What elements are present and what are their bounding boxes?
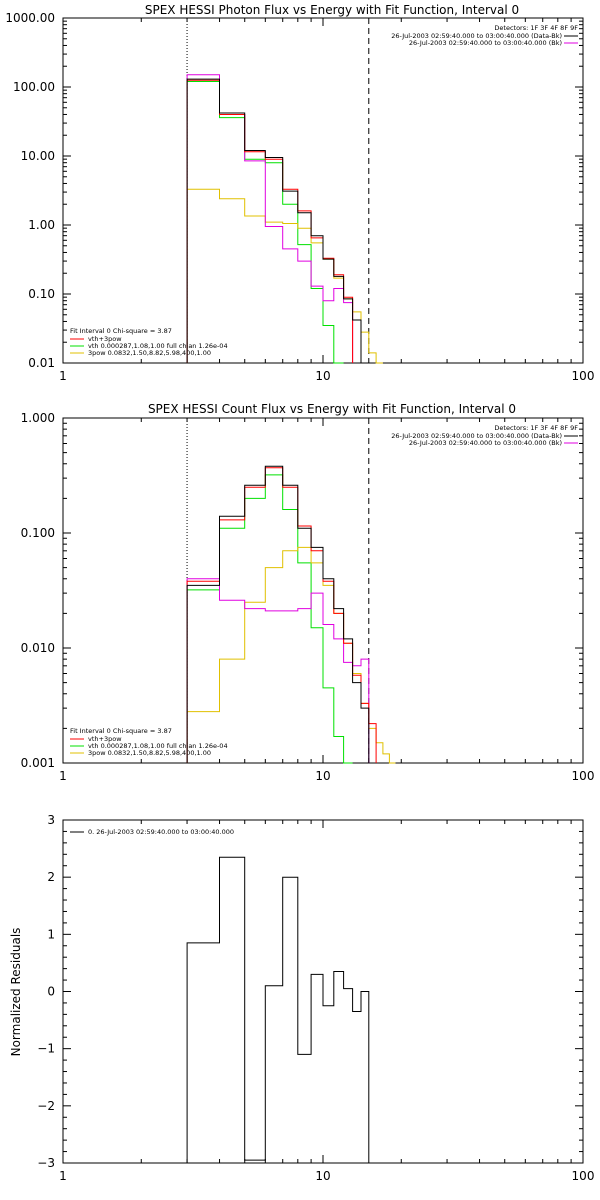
count-legend-pow: 3pow 0.0832,1.50,8.82,5.98,400,1.00 (88, 749, 211, 757)
photon-flux-panel: SPEX HESSI Photon Flux vs Energy with Fi… (5, 3, 594, 383)
residuals-y-tick-label: −1 (37, 1042, 55, 1056)
count-plot-frame (62, 417, 584, 764)
photon-series-vth (186, 81, 344, 364)
photon-series-3pow (186, 188, 383, 364)
count-legend-detectors: Detectors: 1F 3F 4F 8F 9F (494, 424, 578, 432)
residuals-y-tick-label: 0 (47, 985, 55, 999)
count-series-model (186, 467, 377, 763)
photon-y-tick-label: 0.10 (28, 287, 55, 301)
photon-legend-bk: 26-Jul-2003 02:59:40.000 to 03:00:40.000… (409, 39, 562, 47)
photon-legend-vth: vth 0.000287,1.08,1.00 full chian 1.26e-… (88, 342, 228, 350)
residuals-y-tick-label: −3 (37, 1156, 55, 1170)
count-chart-title: SPEX HESSI Count Flux vs Energy with Fit… (148, 402, 516, 416)
residuals-y-tick-label: 1 (47, 927, 55, 941)
photon-chart-title: SPEX HESSI Photon Flux vs Energy with Fi… (145, 3, 519, 17)
photon-y-tick-label: 100.00 (13, 80, 55, 94)
photon-legend-pow: 3pow 0.0832,1.50,8.82,5.98,400,1.00 (88, 349, 211, 357)
count-y-tick-label: 1.000 (21, 411, 55, 425)
count-legend-vth: vth 0.000287,1.08,1.00 full chian 1.26e-… (88, 742, 228, 750)
count-series-vth (186, 474, 353, 764)
residuals-x-tick-label: 10 (315, 1169, 330, 1183)
count-legend-bk: 26-Jul-2003 02:59:40.000 to 03:00:40.000… (409, 439, 562, 447)
photon-x-tick-label: 1 (59, 369, 67, 383)
photon-legend-model: vth+3pow (88, 335, 122, 343)
residuals-y-tick-label: 3 (47, 813, 55, 827)
photon-legend-detectors: Detectors: 1F 3F 4F 8F 9F (494, 24, 578, 32)
residuals-x-tick-label: 100 (572, 1169, 595, 1183)
photon-y-tick-label: 1.00 (28, 218, 55, 232)
residuals-panel: Normalized Residuals 0. 26-Jul-2003 02:5… (9, 813, 594, 1183)
count-series-3pow (186, 546, 396, 764)
residuals-y-tick-label: 2 (47, 870, 55, 884)
photon-x-tick-label: 10 (315, 369, 330, 383)
photon-series-bk (186, 74, 354, 363)
count-flux-panel: SPEX HESSI Count Flux vs Energy with Fit… (21, 402, 595, 783)
count-y-tick-label: 0.010 (21, 641, 55, 655)
residuals-series (186, 856, 370, 1163)
residuals-y-axis-label: Normalized Residuals (9, 928, 23, 1057)
count-legend-databk: 26-Jul-2003 02:59:40.000 to 03:00:40.000… (391, 432, 562, 440)
count-legend-fit: Fit Interval 0 Chi-square = 3.87 (70, 727, 172, 735)
photon-y-tick-label: 1000.00 (5, 11, 55, 25)
count-x-tick-label: 10 (315, 769, 330, 783)
count-x-tick-label: 100 (572, 769, 595, 783)
residuals-legend: 0. 26-Jul-2003 02:59:40.000 to 03:00:40.… (88, 828, 234, 836)
photon-legend-fit: Fit Interval 0 Chi-square = 3.87 (70, 327, 172, 335)
count-y-tick-label: 0.100 (21, 526, 55, 540)
count-series-data-bk (186, 465, 370, 763)
photon-legend-databk: 26-Jul-2003 02:59:40.000 to 03:00:40.000… (391, 32, 562, 40)
residuals-y-tick-label: −2 (37, 1099, 55, 1113)
photon-y-tick-label: 10.00 (21, 149, 55, 163)
photon-x-tick-label: 100 (572, 369, 595, 383)
count-legend-model: vth+3pow (88, 735, 122, 743)
count-y-tick-label: 0.001 (21, 756, 55, 770)
residuals-x-tick-label: 1 (59, 1169, 67, 1183)
photon-y-tick-label: 0.01 (28, 356, 55, 370)
count-series-bk (186, 578, 370, 763)
count-x-tick-label: 1 (59, 769, 67, 783)
photon-series-data-bk (186, 78, 362, 363)
